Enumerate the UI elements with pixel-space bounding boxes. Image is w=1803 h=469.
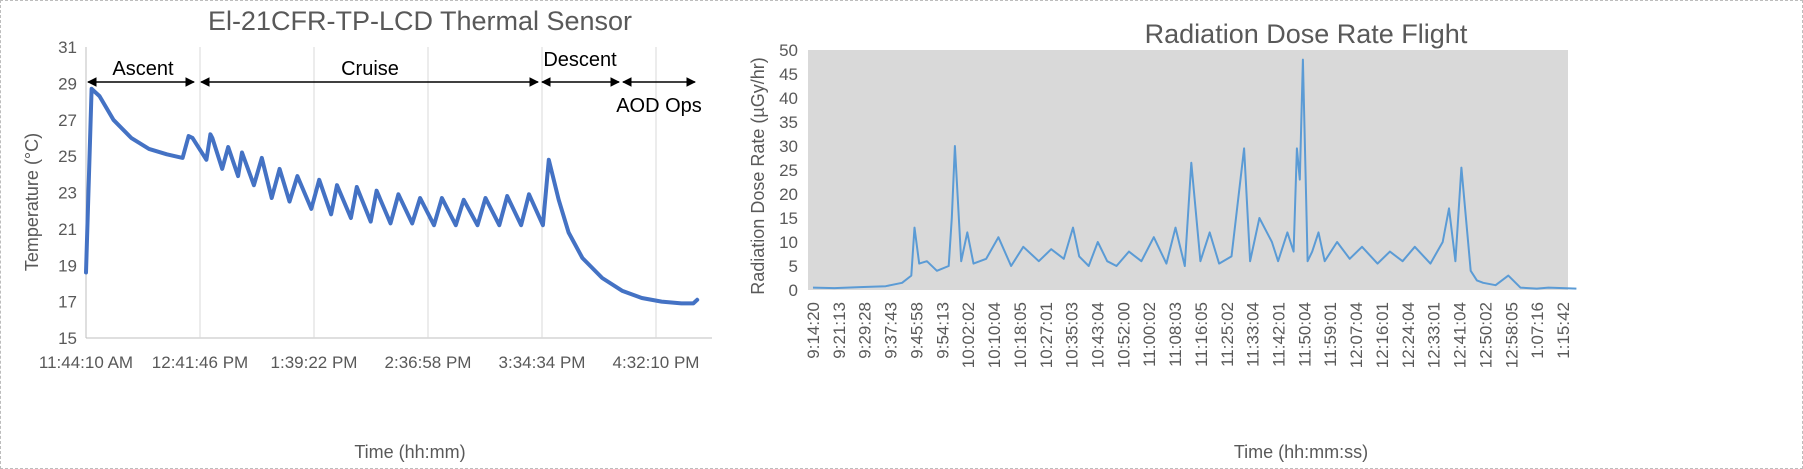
thermal-y-tick-label: 29 bbox=[58, 74, 77, 93]
thermal-chart: El-21CFR-TP-LCD Thermal Sensor 15 17 19 21 2… bbox=[22, 6, 712, 462]
radiation-x-tick-label: 10:52:00 bbox=[1114, 302, 1133, 368]
radiation-x-tick-label: 11:16:05 bbox=[1192, 302, 1211, 367]
radiation-x-tick-label: 12:50:02 bbox=[1476, 302, 1495, 368]
thermal-x-tick-label: 2:36:58 PM bbox=[385, 353, 472, 372]
radiation-x-tick-label: 11:25:02 bbox=[1218, 302, 1237, 367]
thermal-y-tick-label: 15 bbox=[58, 329, 77, 348]
radiation-chart: Radiation Dose Rate Flight 0 5 10 15 20 25 30 3… bbox=[748, 19, 1577, 462]
radiation-x-tick-label: 1:15:42 bbox=[1554, 302, 1573, 359]
thermal-x-tick-label: 4:32:10 PM bbox=[613, 353, 700, 372]
radiation-y-tick-label: 5 bbox=[789, 257, 798, 276]
radiation-y-tick-label: 40 bbox=[779, 89, 798, 108]
thermal-y-tick-label: 27 bbox=[58, 111, 77, 130]
radiation-y-tick-labels: 0 5 10 15 20 25 30 35 40 45 50 bbox=[779, 41, 798, 300]
thermal-series-line bbox=[84, 86, 700, 306]
radiation-y-tick-label: 35 bbox=[779, 113, 798, 132]
radiation-y-tick-label: 50 bbox=[779, 41, 798, 60]
thermal-series-layer bbox=[84, 86, 700, 306]
radiation-y-axis-label: Radiation Dose Rate (µGy/hr) bbox=[748, 57, 768, 294]
thermal-x-tick-labels: 11:44:10 AM 12:41:46 PM 1:39:22 PM 2:36:58 … bbox=[39, 353, 700, 372]
radiation-plot-area bbox=[808, 50, 1568, 290]
thermal-y-tick-label: 31 bbox=[58, 38, 77, 57]
radiation-y-tick-label: 25 bbox=[779, 161, 798, 180]
thermal-x-tick-label: 12:41:46 PM bbox=[152, 353, 248, 372]
radiation-x-tick-label: 12:58:05 bbox=[1502, 302, 1521, 368]
radiation-x-tick-label: 12:07:04 bbox=[1347, 302, 1366, 368]
thermal-x-tick-label: 11:44:10 AM bbox=[39, 353, 133, 372]
thermal-y-tick-label: 25 bbox=[58, 147, 77, 166]
radiation-y-tick-label: 0 bbox=[789, 281, 798, 300]
phase-label: Cruise bbox=[341, 58, 399, 80]
phase-label: Ascent bbox=[112, 58, 174, 80]
radiation-chart-title: Radiation Dose Rate Flight bbox=[1145, 19, 1468, 49]
radiation-x-tick-label: 10:27:01 bbox=[1037, 302, 1056, 368]
radiation-x-tick-label: 11:59:01 bbox=[1321, 302, 1340, 367]
radiation-x-tick-label: 11:00:02 bbox=[1140, 302, 1159, 367]
radiation-y-tick-label: 10 bbox=[779, 233, 798, 252]
thermal-phase-annotations: Ascent Cruise Descent AOD Ops bbox=[87, 49, 702, 117]
radiation-x-tick-labels: 9:14:20 9:21:13 9:29:28 9:37:43 9:45:58 9:54:… bbox=[804, 302, 1573, 368]
radiation-x-tick-label: 1:07:16 bbox=[1528, 302, 1547, 359]
radiation-x-tick-label: 12:41:04 bbox=[1451, 302, 1470, 368]
radiation-x-tick-label: 11:50:04 bbox=[1295, 302, 1314, 367]
thermal-x-axis-label: Time (hh:mm) bbox=[354, 442, 465, 462]
thermal-y-tick-label: 19 bbox=[58, 256, 77, 275]
thermal-y-axis-label: Temperature (°C) bbox=[22, 133, 42, 271]
thermal-x-tick-label: 1:39:22 PM bbox=[271, 353, 358, 372]
radiation-y-tick-label: 15 bbox=[779, 209, 798, 228]
radiation-x-tick-label: 9:14:20 bbox=[804, 302, 823, 359]
radiation-x-tick-label: 10:02:02 bbox=[959, 302, 978, 368]
radiation-x-axis-label: Time (hh:mm:ss) bbox=[1234, 442, 1368, 462]
radiation-x-tick-label: 10:18:05 bbox=[1011, 302, 1030, 368]
radiation-x-tick-label: 11:42:01 bbox=[1270, 302, 1289, 367]
radiation-series-layer bbox=[812, 58, 1577, 290]
phase-label: Descent bbox=[543, 49, 617, 71]
radiation-x-tick-label: 12:24:04 bbox=[1399, 302, 1418, 368]
thermal-x-tick-label: 3:34:34 PM bbox=[499, 353, 586, 372]
thermal-y-tick-label: 21 bbox=[58, 220, 77, 239]
thermal-y-tick-label: 23 bbox=[58, 184, 77, 203]
thermal-chart-title: El-21CFR-TP-LCD Thermal Sensor bbox=[208, 6, 632, 36]
radiation-x-tick-label: 10:35:03 bbox=[1063, 302, 1082, 368]
radiation-x-tick-label: 11:08:03 bbox=[1166, 302, 1185, 367]
thermal-gridlines bbox=[85, 47, 712, 339]
radiation-x-tick-label: 10:43:04 bbox=[1088, 302, 1107, 368]
phase-label: AOD Ops bbox=[616, 95, 702, 117]
radiation-x-tick-label: 9:21:13 bbox=[830, 302, 849, 359]
thermal-y-tick-labels: 15 17 19 21 23 25 27 29 31 bbox=[58, 38, 77, 348]
radiation-series-line bbox=[812, 58, 1577, 290]
radiation-x-tick-label: 11:33:04 bbox=[1244, 302, 1263, 367]
radiation-x-tick-label: 9:29:28 bbox=[856, 302, 875, 359]
radiation-x-tick-label: 12:16:01 bbox=[1373, 302, 1392, 368]
radiation-x-tick-label: 9:45:58 bbox=[907, 302, 926, 359]
radiation-y-tick-label: 30 bbox=[779, 137, 798, 156]
radiation-x-tick-label: 10:10:04 bbox=[985, 302, 1004, 368]
radiation-y-tick-label: 45 bbox=[779, 65, 798, 84]
radiation-y-tick-label: 20 bbox=[779, 185, 798, 204]
thermal-y-tick-label: 17 bbox=[58, 293, 77, 312]
radiation-x-tick-label: 12:33:01 bbox=[1425, 302, 1444, 368]
radiation-x-tick-label: 9:54:13 bbox=[933, 302, 952, 359]
radiation-x-tick-label: 9:37:43 bbox=[882, 302, 901, 359]
